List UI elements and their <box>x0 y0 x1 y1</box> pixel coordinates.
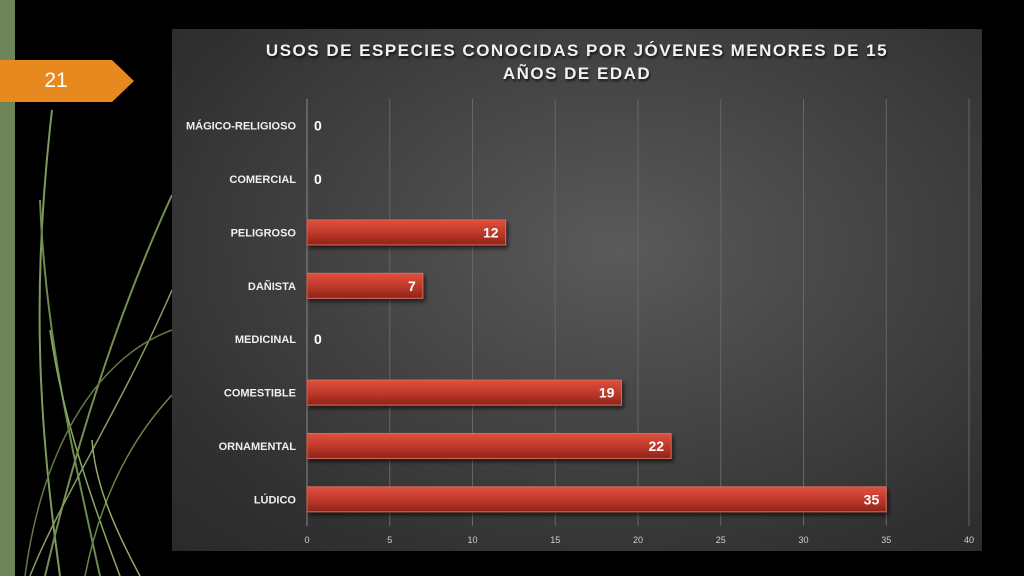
data-label: 0 <box>314 331 322 347</box>
decorative-grass-curves <box>24 109 173 576</box>
category-label: MÁGICO-RELIGIOSO <box>186 120 296 133</box>
category-label: DAÑISTA <box>248 280 296 293</box>
x-tick-label: 10 <box>467 535 477 545</box>
category-label: COMESTIBLE <box>224 388 296 400</box>
bar <box>306 272 424 299</box>
x-tick-label: 30 <box>798 535 808 545</box>
bar <box>306 379 622 406</box>
category-label: ORNAMENTAL <box>219 441 297 453</box>
x-tick-label: 0 <box>304 535 309 545</box>
data-label: 0 <box>314 171 322 187</box>
slide-number-arrow-shape <box>0 60 134 102</box>
bar <box>306 219 507 246</box>
data-label: 22 <box>649 438 665 454</box>
data-label: 35 <box>864 491 880 507</box>
x-tick-label: 40 <box>964 535 974 545</box>
category-label: LÚDICO <box>254 493 297 506</box>
data-label: 12 <box>483 224 499 240</box>
left-accent-stripe <box>0 0 15 576</box>
slide-number: 21 <box>44 69 68 92</box>
x-tick-label: 35 <box>881 535 891 545</box>
x-tick-label: 15 <box>550 535 560 545</box>
bar <box>306 432 672 459</box>
chart-title: USOS DE ESPECIES CONOCIDAS POR JÓVENES M… <box>265 41 889 83</box>
x-tick-label: 25 <box>716 535 726 545</box>
bar-chart-plot: 0 5 10 15 20 25 30 35 40 MÁGICO-RELIGIOSO 0 COMERCI… <box>186 99 974 545</box>
data-label: 0 <box>314 118 322 134</box>
category-label: MEDICINAL <box>235 334 296 346</box>
bar <box>306 486 887 513</box>
data-label: 7 <box>408 278 416 294</box>
x-tick-label: 5 <box>387 535 392 545</box>
category-label: PELIGROSO <box>231 227 297 239</box>
slide-number-badge: 21 <box>0 60 134 102</box>
data-label: 19 <box>599 385 615 401</box>
x-tick-label: 20 <box>633 535 643 545</box>
chart-panel: USOS DE ESPECIES CONOCIDAS POR JÓVENES M… <box>172 29 982 551</box>
category-label: COMERCIAL <box>229 174 296 186</box>
